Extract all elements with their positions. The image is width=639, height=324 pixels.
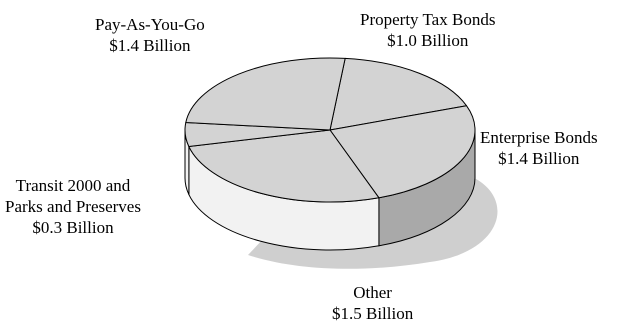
slice-property-tax-bonds (329, 57, 468, 131)
label-pay-as-you-go: Pay-As-You-Go $1.4 Billion (95, 15, 205, 55)
slice-other (188, 129, 380, 203)
slice-enterprise-bonds (329, 105, 476, 199)
label-transit-and-parks: Transit 2000 and Parks and Preserves $0.… (5, 176, 141, 237)
slice-pay-as-you-go (185, 57, 346, 131)
label-other: Other $1.5 Billion (332, 283, 414, 323)
label-property-tax-bonds: Property Tax Bonds $1.0 Billion (360, 10, 496, 50)
label-enterprise-bonds: Enterprise Bonds $1.4 Billion (480, 128, 598, 168)
